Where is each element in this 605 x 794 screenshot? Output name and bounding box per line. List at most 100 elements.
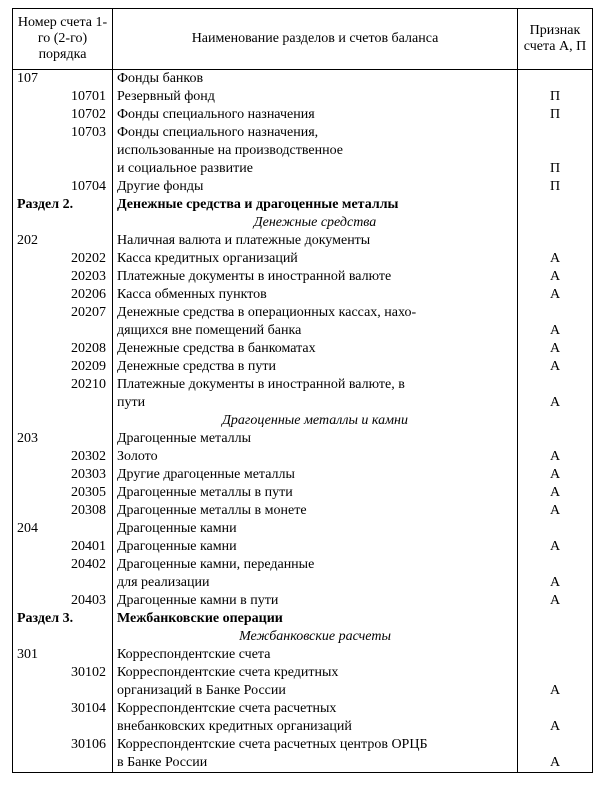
table-row: 30102Корреспондентские счета кредитных: [13, 664, 593, 682]
account-sign-cell: [518, 142, 593, 160]
account-name-cell: Резервный фонд: [113, 88, 518, 106]
account-name-cell: Драгоценные камни в пути: [113, 592, 518, 610]
account-name-cell: дящихся вне помещений банка: [113, 322, 518, 340]
account-sign-cell: А: [518, 448, 593, 466]
table-row: использованные на производственное: [13, 142, 593, 160]
account-name-cell: Межбанковские расчеты: [113, 628, 518, 646]
account-sign-cell: [518, 232, 593, 250]
account-name-cell: Корреспондентские счета расчетных: [113, 700, 518, 718]
account-number-cell: Раздел 3.: [13, 610, 113, 628]
account-name-cell: Денежные средства в операционных кассах,…: [113, 304, 518, 322]
table-row: дящихся вне помещений банкаА: [13, 322, 593, 340]
account-sign-cell: А: [518, 592, 593, 610]
table-row: 20202Касса кредитных организацийА: [13, 250, 593, 268]
table-row: 30104Корреспондентские счета расчетных: [13, 700, 593, 718]
table-row: 20402Драгоценные камни, переданные: [13, 556, 593, 574]
account-number-cell: 20401: [13, 538, 113, 556]
account-sign-cell: А: [518, 322, 593, 340]
table-row: 20305Драгоценные металлы в путиА: [13, 484, 593, 502]
account-number-cell: [13, 754, 113, 773]
account-sign-cell: [518, 556, 593, 574]
account-name-cell: Драгоценные камни, переданные: [113, 556, 518, 574]
header-account-sign: Признак счета А, П: [518, 9, 593, 70]
table-row: 20302ЗолотоА: [13, 448, 593, 466]
table-row: организаций в Банке РоссииА: [13, 682, 593, 700]
account-name-cell: Фонды банков: [113, 70, 518, 89]
table-row: 107Фонды банков: [13, 70, 593, 89]
account-name-cell: Драгоценные камни: [113, 538, 518, 556]
account-sign-cell: А: [518, 574, 593, 592]
account-number-cell: 30102: [13, 664, 113, 682]
account-number-cell: [13, 394, 113, 412]
table-row: Межбанковские расчеты: [13, 628, 593, 646]
account-number-cell: 20305: [13, 484, 113, 502]
account-name-cell: Межбанковские операции: [113, 610, 518, 628]
table-row: 20303Другие драгоценные металлыА: [13, 466, 593, 484]
account-sign-cell: П: [518, 178, 593, 196]
account-name-cell: и социальное развитие: [113, 160, 518, 178]
table-row: 20203Платежные документы в иностранной в…: [13, 268, 593, 286]
account-name-cell: Другие драгоценные металлы: [113, 466, 518, 484]
table-row: 20210Платежные документы в иностранной в…: [13, 376, 593, 394]
account-sign-cell: [518, 376, 593, 394]
account-sign-cell: А: [518, 538, 593, 556]
table-row: Драгоценные металлы и камни: [13, 412, 593, 430]
account-name-cell: Наличная валюта и платежные документы: [113, 232, 518, 250]
account-sign-cell: [518, 124, 593, 142]
account-number-cell: 107: [13, 70, 113, 89]
account-number-cell: 20402: [13, 556, 113, 574]
account-sign-cell: А: [518, 754, 593, 773]
table-row: 20207Денежные средства в операционных ка…: [13, 304, 593, 322]
table-row: 20308Драгоценные металлы в монетеА: [13, 502, 593, 520]
account-sign-cell: [518, 628, 593, 646]
account-name-cell: Золото: [113, 448, 518, 466]
account-number-cell: 30104: [13, 700, 113, 718]
account-number-cell: 204: [13, 520, 113, 538]
account-sign-cell: П: [518, 160, 593, 178]
header-section-name: Наименование разделов и счетов баланса: [113, 9, 518, 70]
table-row: путиА: [13, 394, 593, 412]
account-number-cell: 20206: [13, 286, 113, 304]
account-number-cell: 20202: [13, 250, 113, 268]
table-row: Денежные средства: [13, 214, 593, 232]
account-number-cell: 10704: [13, 178, 113, 196]
account-sign-cell: А: [518, 268, 593, 286]
table-row: в Банке РоссииА: [13, 754, 593, 773]
account-number-cell: [13, 682, 113, 700]
account-sign-cell: [518, 664, 593, 682]
account-number-cell: 20207: [13, 304, 113, 322]
table-row: 10703Фонды специального назначения,: [13, 124, 593, 142]
account-number-cell: 203: [13, 430, 113, 448]
account-number-cell: 20208: [13, 340, 113, 358]
account-number-cell: 20308: [13, 502, 113, 520]
account-number-cell: 10702: [13, 106, 113, 124]
account-name-cell: Драгоценные камни: [113, 520, 518, 538]
table-row: 10701Резервный фондП: [13, 88, 593, 106]
account-name-cell: использованные на производственное: [113, 142, 518, 160]
account-name-cell: в Банке России: [113, 754, 518, 773]
account-number-cell: 20303: [13, 466, 113, 484]
account-number-cell: Раздел 2.: [13, 196, 113, 214]
table-row: 204Драгоценные камни: [13, 520, 593, 538]
account-sign-cell: [518, 214, 593, 232]
account-number-cell: [13, 574, 113, 592]
account-name-cell: организаций в Банке России: [113, 682, 518, 700]
account-number-cell: 301: [13, 646, 113, 664]
account-number-cell: 20302: [13, 448, 113, 466]
table-row: 20208Денежные средства в банкоматахА: [13, 340, 593, 358]
account-sign-cell: А: [518, 484, 593, 502]
account-sign-cell: [518, 520, 593, 538]
account-sign-cell: А: [518, 358, 593, 376]
account-sign-cell: А: [518, 394, 593, 412]
chart-of-accounts-table: Номер счета 1-го (2-го) порядка Наименов…: [12, 8, 593, 773]
account-sign-cell: [518, 646, 593, 664]
account-name-cell: Драгоценные металлы: [113, 430, 518, 448]
table-row: 202Наличная валюта и платежные документы: [13, 232, 593, 250]
account-name-cell: Драгоценные металлы и камни: [113, 412, 518, 430]
account-number-cell: [13, 142, 113, 160]
table-row: внебанковских кредитных организацийА: [13, 718, 593, 736]
account-name-cell: Фонды специального назначения,: [113, 124, 518, 142]
account-number-cell: [13, 718, 113, 736]
account-number-cell: 20210: [13, 376, 113, 394]
table-row: 20403Драгоценные камни в путиА: [13, 592, 593, 610]
